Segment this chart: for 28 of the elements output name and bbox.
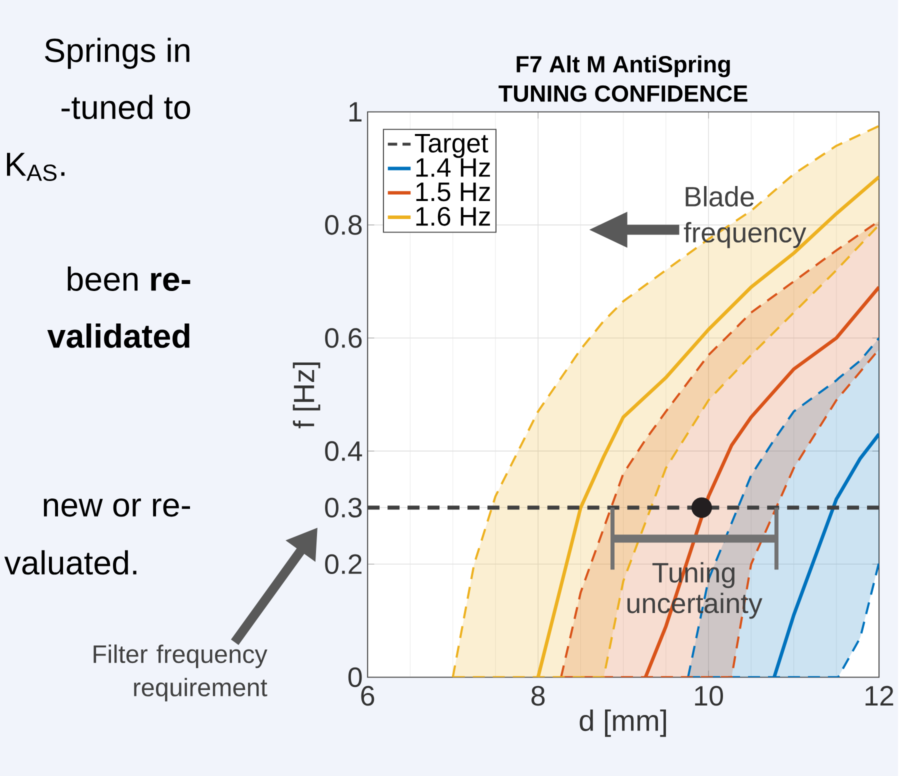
text: validated (47, 323, 190, 348)
text: new or re- (44, 498, 190, 517)
y-tick-label: 0.8 (325, 214, 362, 235)
legend-label: 1.5 Hz (416, 182, 490, 202)
chart-subtitle: TUNING CONFIDENCE (498, 85, 748, 102)
x-tick-label: 6 (361, 686, 374, 706)
text: Filter frequency requirement (94, 644, 268, 702)
text: been re- (68, 266, 190, 291)
y-tick-label: 0.4 (325, 441, 362, 461)
legend-label: 1.4 Hz (416, 158, 490, 177)
y-tick-label: 0 (348, 667, 362, 688)
y-axis-title: f [Hz] (292, 362, 320, 428)
y-tick-label: 0.3 (325, 498, 362, 518)
legend-label: Target (414, 134, 488, 158)
x-tick-label: 8 (531, 686, 545, 706)
x-axis-title: d [mm] (580, 709, 666, 737)
y-tick-label: 1 (349, 102, 362, 122)
annotation: Blade frequency (684, 186, 806, 248)
text: Springs in (44, 38, 190, 69)
x-tick-label: 10 (695, 686, 723, 706)
y-tick-label: 0.2 (325, 554, 362, 574)
x-tick-label: 12 (866, 686, 894, 706)
y-tick-label: 0.6 (325, 328, 362, 348)
text: K$_{AS}$. (7, 152, 64, 181)
text: valuated. (4, 550, 136, 575)
legend-label: 1.6 Hz (416, 206, 490, 226)
text: -tuned to (62, 94, 190, 120)
chart-title: F7 Alt M AntiSpring (516, 55, 730, 78)
